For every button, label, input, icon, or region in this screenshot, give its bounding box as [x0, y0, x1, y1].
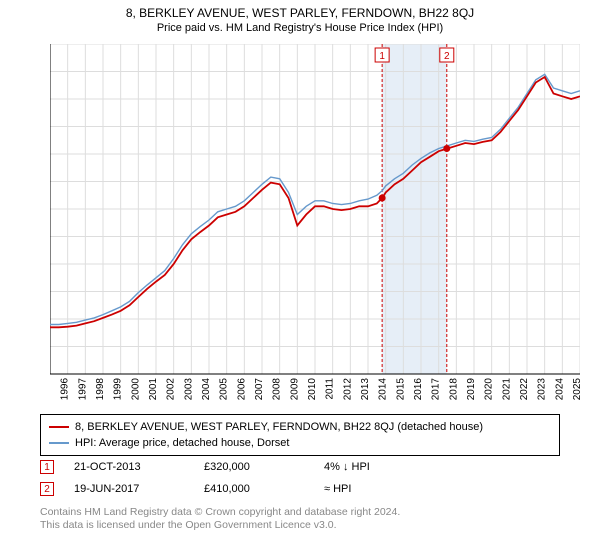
legend-item-property: 8, BERKLEY AVENUE, WEST PARLEY, FERNDOWN… — [49, 419, 551, 435]
sale-hpi: ≈ HPI — [324, 483, 444, 495]
svg-text:2000: 2000 — [130, 378, 141, 400]
svg-text:2025: 2025 — [572, 378, 580, 400]
page-title: 8, BERKLEY AVENUE, WEST PARLEY, FERNDOWN… — [0, 0, 600, 20]
sale-date: 19-JUN-2017 — [74, 483, 184, 495]
svg-text:2006: 2006 — [236, 378, 247, 400]
sales-table: 1 21-OCT-2013 £320,000 4% ↓ HPI 2 19-JUN… — [40, 456, 444, 500]
svg-text:2002: 2002 — [166, 378, 177, 400]
svg-text:2021: 2021 — [501, 378, 512, 400]
footer: Contains HM Land Registry data © Crown c… — [40, 506, 400, 532]
svg-text:1995: 1995 — [50, 378, 53, 400]
sale-marker-1: 1 — [40, 460, 54, 474]
sale-marker-2: 2 — [40, 482, 54, 496]
svg-text:2023: 2023 — [537, 378, 548, 400]
svg-text:2015: 2015 — [395, 378, 406, 400]
svg-text:2005: 2005 — [219, 378, 230, 400]
svg-text:2: 2 — [444, 51, 450, 62]
svg-text:2004: 2004 — [201, 378, 212, 400]
svg-text:2010: 2010 — [307, 378, 318, 400]
svg-text:2014: 2014 — [378, 378, 389, 400]
legend: 8, BERKLEY AVENUE, WEST PARLEY, FERNDOWN… — [40, 414, 560, 456]
svg-text:1998: 1998 — [95, 378, 106, 400]
svg-text:2007: 2007 — [254, 378, 265, 400]
svg-text:2018: 2018 — [448, 378, 459, 400]
legend-item-hpi: HPI: Average price, detached house, Dors… — [49, 435, 551, 451]
svg-text:2019: 2019 — [466, 378, 477, 400]
sale-price: £410,000 — [204, 483, 304, 495]
sale-price: £320,000 — [204, 461, 304, 473]
svg-text:1: 1 — [379, 51, 385, 62]
svg-text:2013: 2013 — [360, 378, 371, 400]
svg-text:1999: 1999 — [113, 378, 124, 400]
svg-text:1996: 1996 — [60, 378, 71, 400]
sale-date: 21-OCT-2013 — [74, 461, 184, 473]
page-subtitle: Price paid vs. HM Land Registry's House … — [0, 22, 600, 34]
svg-text:2017: 2017 — [431, 378, 442, 400]
svg-text:2003: 2003 — [183, 378, 194, 400]
price-chart: £0£50K£100K£150K£200K£250K£300K£350K£400… — [50, 44, 580, 400]
svg-text:2008: 2008 — [272, 378, 283, 400]
legend-label-property: 8, BERKLEY AVENUE, WEST PARLEY, FERNDOWN… — [75, 419, 483, 435]
legend-label-hpi: HPI: Average price, detached house, Dors… — [75, 435, 289, 451]
svg-text:2016: 2016 — [413, 378, 424, 400]
sale-row: 2 19-JUN-2017 £410,000 ≈ HPI — [40, 478, 444, 500]
svg-text:2001: 2001 — [148, 378, 159, 400]
footer-line1: Contains HM Land Registry data © Crown c… — [40, 506, 400, 519]
svg-text:2022: 2022 — [519, 378, 530, 400]
sale-hpi: 4% ↓ HPI — [324, 461, 444, 473]
footer-line2: This data is licensed under the Open Gov… — [40, 519, 400, 532]
svg-text:2024: 2024 — [554, 378, 565, 400]
svg-text:1997: 1997 — [77, 378, 88, 400]
legend-swatch-hpi — [49, 442, 69, 444]
svg-text:2020: 2020 — [484, 378, 495, 400]
svg-text:2012: 2012 — [342, 378, 353, 400]
sale-row: 1 21-OCT-2013 £320,000 4% ↓ HPI — [40, 456, 444, 478]
legend-swatch-property — [49, 426, 69, 428]
svg-text:2011: 2011 — [325, 378, 336, 400]
svg-text:2009: 2009 — [289, 378, 300, 400]
